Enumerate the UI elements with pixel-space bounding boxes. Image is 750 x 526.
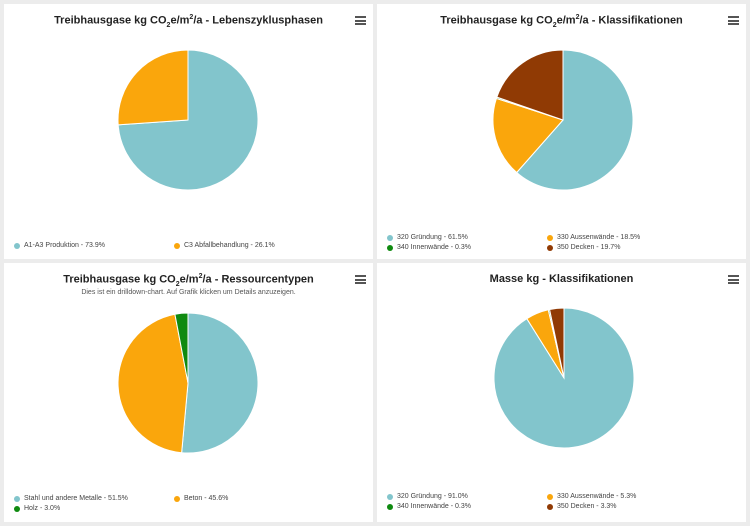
- legend-label: Beton - 45.6%: [184, 495, 229, 502]
- legend-item[interactable]: A1-A3 Produktion - 73.9%: [14, 242, 105, 249]
- pie-slice-2[interactable]: [174, 312, 189, 384]
- legend-item[interactable]: 320 Gründung - 61.5%: [387, 234, 468, 241]
- pie-chart[interactable]: [4, 4, 373, 234]
- pie-slice-1[interactable]: [117, 49, 189, 126]
- pie-slice-1[interactable]: [492, 97, 564, 174]
- legend-label: 320 Gründung - 61.5%: [397, 234, 468, 241]
- legend-marker: [174, 242, 180, 249]
- legend-marker: [547, 493, 553, 500]
- legend-marker: [547, 234, 553, 241]
- legend-label: C3 Abfallbehandlung - 26.1%: [184, 242, 275, 249]
- legend-item[interactable]: Beton - 45.6%: [174, 495, 228, 502]
- hamburger-menu-icon[interactable]: [728, 16, 739, 25]
- legend-item[interactable]: 320 Gründung - 91.0%: [387, 493, 468, 500]
- legend-item[interactable]: Holz - 3.0%: [14, 505, 60, 512]
- legend-label: 340 Innenwände - 0.3%: [397, 244, 471, 251]
- legend-label: 320 Gründung - 91.0%: [397, 493, 468, 500]
- pie-chart[interactable]: [377, 263, 746, 493]
- pie-slice-0[interactable]: [516, 49, 634, 191]
- legend-label: Stahl und andere Metalle - 51.5%: [24, 495, 128, 502]
- legend-marker: [14, 495, 20, 502]
- legend-marker: [387, 244, 393, 251]
- chart-panel-klassifikationen: Treibhausgase kg CO2e/m2/a - Klassifikat…: [377, 4, 746, 259]
- pie-slice-1[interactable]: [117, 313, 189, 454]
- legend-marker: [387, 493, 393, 500]
- legend-marker: [547, 244, 553, 251]
- legend-item[interactable]: Stahl und andere Metalle - 51.5%: [14, 495, 128, 502]
- chart-title: Treibhausgase kg CO2e/m2/a - Ressourcent…: [63, 273, 314, 288]
- legend-label: 340 Innenwände - 0.3%: [397, 503, 471, 510]
- pie-chart[interactable]: [4, 263, 373, 493]
- legend-item[interactable]: C3 Abfallbehandlung - 26.1%: [174, 242, 275, 249]
- pie-slice-3[interactable]: [548, 307, 565, 379]
- chart-panel-lebenszyklusphasen: Treibhausgase kg CO2e/m2/a - Lebenszyklu…: [4, 4, 373, 259]
- legend-marker: [387, 503, 393, 510]
- legend-label: Holz - 3.0%: [24, 505, 61, 512]
- hamburger-menu-icon[interactable]: [355, 16, 366, 25]
- chart-title: Treibhausgase kg CO2e/m2/a - Lebenszyklu…: [54, 14, 323, 29]
- hamburger-menu-icon[interactable]: [355, 275, 366, 284]
- pie-chart[interactable]: [377, 4, 746, 234]
- chart-title: Masse kg - Klassifikationen: [489, 273, 634, 285]
- legend-item[interactable]: 330 Aussenwände - 18.5%: [547, 234, 640, 241]
- chart-panel-masse: Masse kg - Klassifikationen 320 Gründung…: [377, 263, 746, 522]
- pie-slice-0[interactable]: [181, 312, 259, 454]
- legend-item[interactable]: 350 Decken - 19.7%: [547, 244, 620, 251]
- chart-subtitle: Dies ist ein drilldown-chart. Auf Grafik…: [81, 289, 296, 296]
- legend-item[interactable]: 330 Aussenwände - 5.3%: [547, 493, 636, 500]
- legend-marker: [174, 495, 180, 502]
- legend-marker: [387, 234, 393, 241]
- chart-panel-ressourcentypen: Treibhausgase kg CO2e/m2/a - Ressourcent…: [4, 263, 373, 522]
- legend-item[interactable]: 340 Innenwände - 0.3%: [387, 244, 471, 251]
- legend-label: 330 Aussenwände - 18.5%: [557, 234, 641, 241]
- legend-label: 330 Aussenwände - 5.3%: [557, 493, 637, 500]
- pie-slice-3[interactable]: [496, 49, 564, 121]
- legend-item[interactable]: 340 Innenwände - 0.3%: [387, 503, 471, 510]
- chart-title: Treibhausgase kg CO2e/m2/a - Klassifikat…: [440, 14, 683, 29]
- hamburger-menu-icon[interactable]: [728, 275, 739, 284]
- legend-item[interactable]: 350 Decken - 3.3%: [547, 503, 617, 510]
- legend-marker: [14, 505, 20, 512]
- legend-marker: [14, 242, 20, 249]
- legend-label: 350 Decken - 19.7%: [557, 244, 621, 251]
- legend-label: 350 Decken - 3.3%: [557, 503, 617, 510]
- legend-marker: [547, 503, 553, 510]
- legend-label: A1-A3 Produktion - 73.9%: [24, 242, 105, 249]
